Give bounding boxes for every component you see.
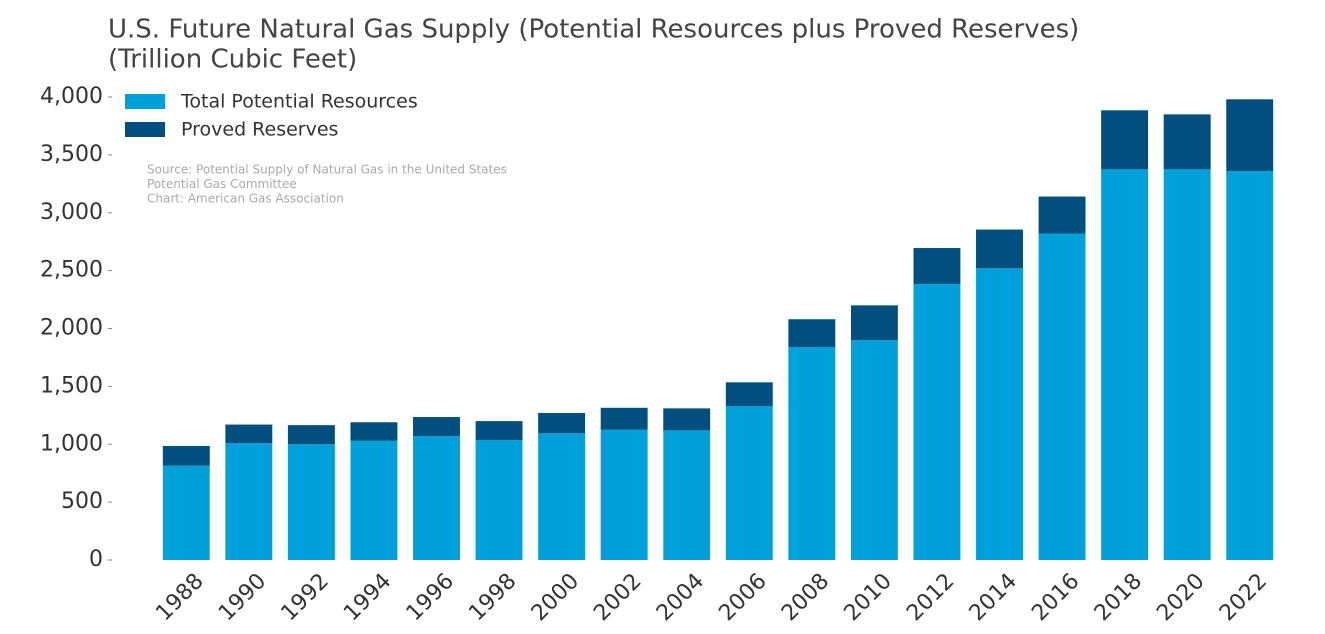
- bar-segment: [538, 412, 586, 434]
- bar-segment: [350, 422, 398, 441]
- bar-segment: [1163, 114, 1211, 170]
- bar-segment: [600, 407, 648, 430]
- legend-label: Proved Reserves: [181, 119, 338, 141]
- x-tick-label: 2020: [1152, 569, 1209, 626]
- bar-segment: [350, 440, 398, 560]
- y-tick-label: 1,500: [40, 373, 103, 398]
- x-tick-label: 2000: [527, 569, 584, 626]
- bar-segment: [913, 248, 961, 284]
- bar-segment: [850, 340, 898, 560]
- bar-segment: [162, 465, 210, 560]
- chart-subtitle: (Trillion Cubic Feet): [108, 45, 357, 75]
- bar-segment: [475, 421, 523, 441]
- chart-title: U.S. Future Natural Gas Supply (Potentia…: [108, 15, 1079, 45]
- bar-segment: [475, 440, 523, 560]
- bar-segment: [788, 347, 836, 560]
- bar-segment: [413, 436, 460, 560]
- bar-segment: [538, 433, 586, 560]
- bar-segment: [413, 417, 460, 437]
- bar-segment: [976, 268, 1023, 560]
- bar-segment: [788, 319, 836, 348]
- bar-segment: [1101, 169, 1149, 560]
- legend-swatch: [125, 122, 165, 137]
- x-tick-label: 2018: [1090, 569, 1147, 626]
- x-tick-label: 2022: [1215, 569, 1272, 626]
- bar-segment: [1101, 110, 1149, 170]
- bar-segment: [663, 408, 711, 431]
- x-tick-label: 2012: [902, 569, 959, 626]
- y-tick-label: 2,000: [40, 316, 103, 341]
- bar-segment: [225, 424, 273, 444]
- y-tick-label: 4,000: [40, 84, 103, 109]
- x-tick-label: 2004: [652, 569, 709, 626]
- x-tick-label: 1988: [151, 569, 208, 626]
- x-tick-label: 2010: [840, 569, 897, 626]
- bar-segment: [725, 382, 773, 407]
- legend-label: Total Potential Resources: [180, 91, 418, 113]
- bar-segment: [850, 305, 898, 341]
- y-tick-label: 1,000: [40, 431, 103, 456]
- x-tick-label: 1994: [339, 569, 396, 626]
- bar-segment: [600, 429, 648, 560]
- y-tick-label: 500: [61, 489, 103, 514]
- y-tick-label: 3,000: [40, 200, 103, 225]
- x-tick-label: 2008: [777, 569, 834, 626]
- bar-segment: [663, 430, 711, 560]
- bar-segment: [1038, 233, 1086, 560]
- x-tick-label: 2006: [714, 569, 771, 626]
- bar-segment: [976, 229, 1023, 269]
- x-tick-label: 2014: [965, 569, 1022, 626]
- annotation: Source: Potential Supply of Natural Gas …: [147, 163, 507, 177]
- bar-segment: [162, 445, 210, 466]
- x-tick-label: 2016: [1027, 569, 1084, 626]
- bar-segment: [225, 443, 273, 560]
- bar-segment: [725, 406, 773, 560]
- x-tick-label: 1992: [277, 569, 334, 626]
- annotation: Potential Gas Committee: [147, 177, 297, 191]
- y-tick-label: 2,500: [40, 258, 103, 283]
- x-tick-label: 1990: [214, 569, 271, 626]
- x-tick-label: 1996: [402, 569, 459, 626]
- legend-swatch: [125, 94, 165, 109]
- x-tick-label: 2002: [589, 569, 646, 626]
- y-tick-label: 3,500: [40, 142, 103, 167]
- bar-segment: [287, 444, 335, 560]
- x-tick-label: 1998: [464, 569, 521, 626]
- bar-segment: [913, 283, 961, 560]
- bar-segment: [1226, 99, 1274, 172]
- bar-segment: [287, 425, 335, 445]
- bar-segment: [1038, 196, 1086, 234]
- bar-segment: [1226, 171, 1274, 560]
- annotation: Chart: American Gas Association: [147, 192, 344, 206]
- bar-segment: [1163, 169, 1211, 560]
- y-tick-label: 0: [89, 547, 103, 572]
